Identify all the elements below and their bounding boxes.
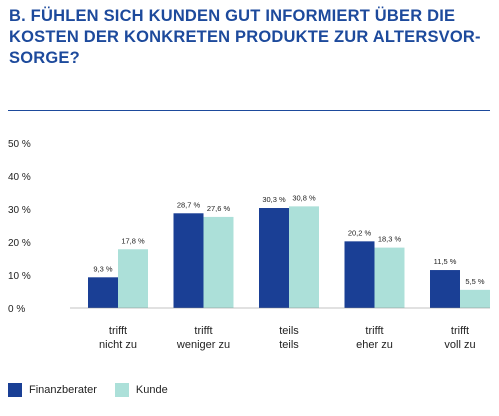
legend-item-kunde: Kunde	[114, 383, 168, 397]
x-tick-label-3-line-0: trifft	[365, 325, 383, 337]
bar-finanzberater-0	[88, 277, 118, 308]
legend-swatch-kunde	[114, 383, 129, 397]
data-label-finanzberater-3: 20,2 %	[348, 228, 372, 237]
data-label-kunde-0: 17,8 %	[121, 236, 145, 245]
x-tick-label-4-line-0: trifft	[451, 325, 469, 337]
x-tick-label-1-line-1: weniger zu	[176, 339, 230, 351]
x-tick-label-2-line-1: teils	[279, 339, 299, 351]
legend-label-kunde: Kunde	[135, 384, 168, 396]
bar-finanzberater-1	[173, 213, 204, 308]
legend-swatch-finanzberater	[8, 383, 22, 397]
chart-title: B. FÜHLEN SICH KUNDEN GUT INFORMIERT ÜBE…	[9, 6, 489, 69]
y-tick-label-5: 50 %	[8, 139, 31, 150]
x-tick-label-1-line-0: trifft	[194, 325, 212, 337]
bar-finanzberater-3	[344, 241, 375, 308]
data-label-kunde-1: 27,6 %	[207, 204, 231, 213]
y-tick-label-4: 40 %	[8, 172, 31, 183]
title-divider	[8, 110, 490, 111]
x-tick-label-3-line-1: eher zu	[356, 339, 393, 351]
data-label-finanzberater-4: 11,5 %	[434, 257, 457, 266]
data-label-finanzberater-2: 30,3 %	[262, 195, 286, 204]
data-label-kunde-2: 30,8 %	[292, 193, 316, 202]
y-tick-label-3: 30 %	[8, 205, 31, 216]
bar-chart: 0 % 10 % 20 % 30 % 40 % 50 % 9,3 % 17,8 % trifft…	[8, 139, 490, 351]
bar-kunde-1	[203, 216, 234, 308]
data-label-kunde-3: 18,3 %	[378, 235, 402, 244]
data-label-finanzberater-0: 9,3 %	[93, 264, 113, 273]
x-tick-label-0-line-1: nicht zu	[99, 339, 137, 351]
bar-finanzberater-4	[430, 270, 460, 308]
bar-finanzberater-2	[259, 208, 289, 308]
bar-kunde-2	[289, 206, 319, 308]
title-line-3: SORGE?	[9, 49, 80, 67]
legend: Finanzberater Kunde	[8, 381, 186, 399]
bar-kunde-4	[460, 289, 490, 308]
bar-kunde-0	[118, 249, 148, 308]
y-tick-label-0: 0 %	[8, 304, 25, 315]
data-label-kunde-4: 5,5 %	[465, 277, 485, 286]
x-tick-label-2-line-0: teils	[279, 325, 299, 337]
x-tick-label-0-line-0: trifft	[109, 325, 127, 337]
data-label-finanzberater-1: 28,7 %	[177, 200, 201, 209]
y-tick-label-1: 10 %	[8, 271, 31, 282]
legend-item-finanzberater: Finanzberater	[8, 383, 97, 397]
legend-label-finanzberater: Finanzberater	[29, 384, 97, 396]
x-tick-label-4-line-1: voll zu	[444, 339, 475, 351]
title-line-2: KOSTEN DER KONKRETEN PRODUKTE ZUR ALTERS…	[9, 28, 481, 46]
y-tick-label-2: 20 %	[8, 238, 31, 249]
title-line-1: B. FÜHLEN SICH KUNDEN GUT INFORMIERT ÜBE…	[9, 7, 456, 25]
bar-kunde-3	[374, 247, 405, 308]
